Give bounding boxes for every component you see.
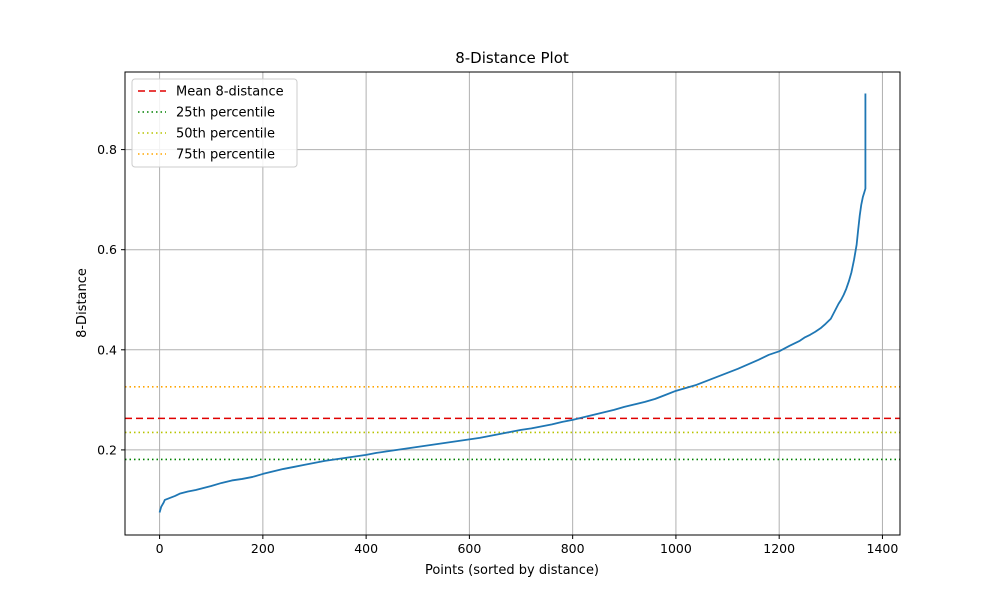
x-tick-label: 400 [354,541,378,556]
y-axis-label: 8-Distance [75,268,90,338]
y-tick-label: 0.2 [97,442,117,457]
x-tick-label: 1200 [763,541,795,556]
legend-label: 75th percentile [176,148,275,163]
legend-label: Mean 8-distance [176,85,284,100]
legend-label: 50th percentile [176,127,275,142]
x-tick-label: 800 [561,541,585,556]
x-tick-label: 1000 [660,541,692,556]
legend-items: Mean 8-distance 25th percentile 50th perce… [138,85,284,163]
legend-box [131,78,298,168]
legend-label: 25th percentile [176,106,275,121]
x-axis-ticks: 0 200 400 600 800 1000 1200 1400 [156,535,899,556]
series-line [158,93,867,513]
series [158,93,867,513]
grid [125,72,900,535]
x-tick-label: 0 [156,541,164,556]
x-axis-label: Points (sorted by distance) [425,563,599,578]
x-tick-label: 600 [457,541,481,556]
y-tick-label: 0.4 [97,342,117,357]
axes-frame [124,71,901,536]
y-tick-label: 0.8 [97,142,117,157]
chart-title: 8-Distance Plot [455,49,569,67]
legend: Mean 8-distance 25th percentile 50th perce… [131,78,298,168]
y-axis-ticks: 0.2 0.4 0.6 0.8 [97,142,125,457]
y-tick-label: 0.6 [97,242,117,257]
x-tick-label: 1400 [867,541,899,556]
x-tick-label: 200 [251,541,275,556]
